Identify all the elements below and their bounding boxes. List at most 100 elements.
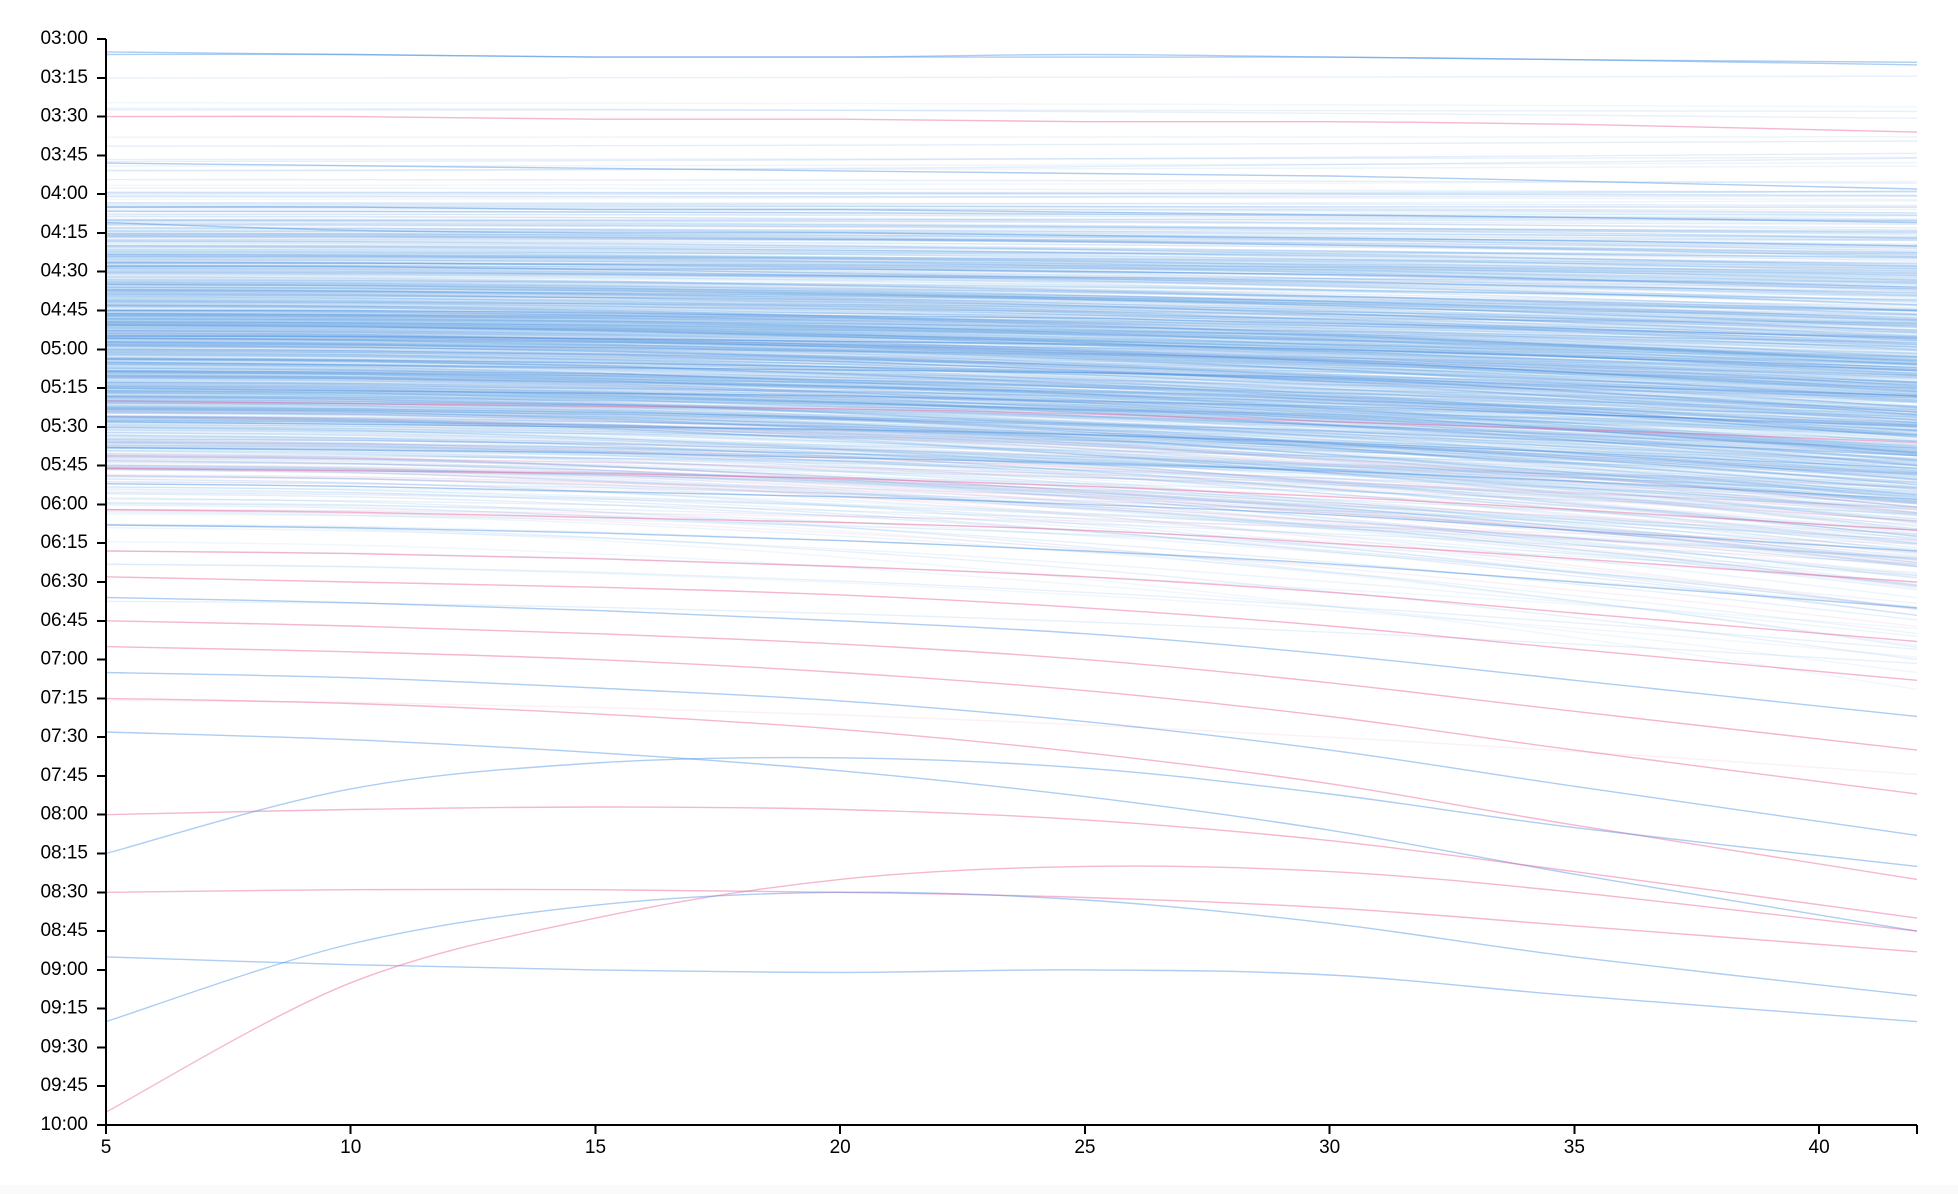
series-line-2 — [105, 53, 1918, 63]
background-trace — [105, 356, 1918, 389]
background-trace — [105, 304, 1918, 363]
background-trace — [105, 304, 1918, 346]
background-trace — [105, 280, 1918, 301]
background-trace — [105, 286, 1918, 327]
series-line-32 — [105, 756, 1918, 868]
background-trace — [105, 321, 1918, 358]
background-trace — [105, 251, 1918, 282]
background-trace — [105, 312, 1918, 338]
background-trace — [105, 409, 1918, 457]
background-trace — [105, 255, 1918, 285]
background-trace — [105, 304, 1918, 325]
background-trace — [105, 224, 1918, 233]
background-trace — [105, 339, 1918, 392]
background-trace — [105, 449, 1918, 531]
series-line-23 — [105, 645, 1918, 795]
background-trace — [105, 426, 1918, 502]
background-trace — [105, 318, 1918, 376]
background-trace — [105, 368, 1918, 427]
background-trace — [105, 257, 1918, 280]
background-trace — [105, 366, 1918, 453]
background-trace — [105, 391, 1918, 438]
series-line-29 — [105, 956, 1918, 1023]
background-trace — [105, 324, 1918, 366]
background-trace — [105, 286, 1918, 321]
y-tick-label: 08:00 — [40, 804, 88, 825]
background-trace — [105, 442, 1918, 568]
series-line-24 — [105, 671, 1918, 837]
background-trace — [105, 218, 1918, 221]
background-trace — [105, 450, 1918, 551]
background-trace — [105, 140, 1918, 147]
background-trace — [105, 324, 1918, 362]
background-trace — [105, 344, 1918, 413]
background-trace — [105, 378, 1918, 426]
background-trace — [105, 345, 1918, 398]
background-trace — [105, 447, 1918, 517]
background-trace — [105, 300, 1918, 351]
background-trace — [105, 256, 1918, 265]
background-trace — [105, 262, 1918, 284]
background-trace — [105, 333, 1918, 390]
background-trace — [105, 307, 1918, 364]
background-trace — [105, 418, 1918, 484]
background-trace — [105, 327, 1918, 394]
x-tick-label: 10 — [340, 1137, 361, 1158]
background-trace — [105, 475, 1918, 576]
background-trace — [105, 406, 1918, 474]
background-trace — [105, 563, 1918, 658]
background-trace — [105, 362, 1918, 430]
background-trace — [105, 390, 1918, 460]
background-trace — [105, 504, 1918, 621]
background-trace — [105, 271, 1918, 290]
background-trace — [105, 326, 1918, 343]
background-trace — [105, 259, 1918, 277]
background-trace — [106, 230, 1918, 233]
background-trace — [105, 341, 1918, 386]
background-trace — [105, 419, 1918, 499]
background-trace — [105, 330, 1918, 377]
background-trace — [105, 365, 1918, 423]
background-trace — [105, 274, 1918, 283]
background-trace — [105, 253, 1918, 292]
background-trace — [105, 270, 1918, 297]
background-trace — [105, 508, 1918, 545]
background-trace — [105, 347, 1918, 417]
background-trace — [105, 102, 1918, 108]
background-trace — [105, 391, 1918, 449]
background-trace — [105, 369, 1918, 454]
background-trace — [105, 390, 1918, 477]
background-trace — [105, 317, 1918, 346]
background-trace — [105, 323, 1918, 356]
background-trace — [105, 229, 1918, 239]
background-trace — [105, 363, 1918, 436]
background-trace — [105, 351, 1918, 432]
background-trace — [105, 379, 1918, 415]
background-trace — [105, 364, 1918, 451]
background-trace — [105, 318, 1918, 344]
background-trace — [105, 270, 1918, 292]
background-trace — [105, 320, 1918, 352]
background-trace — [105, 475, 1918, 568]
background-trace — [105, 285, 1918, 328]
background-trace — [105, 299, 1918, 329]
background-trace — [105, 308, 1918, 371]
background-trace — [105, 408, 1918, 508]
background-trace — [105, 394, 1918, 480]
background-trace — [105, 249, 1918, 261]
background-trace — [105, 235, 1918, 256]
background-trace — [105, 314, 1918, 376]
background-trace — [105, 349, 1918, 399]
background-trace — [105, 232, 1918, 245]
background-trace — [105, 402, 1918, 485]
background-trace — [105, 317, 1918, 355]
background-trace — [105, 305, 1918, 367]
background-trace — [105, 395, 1918, 435]
background-trace — [105, 402, 1918, 486]
background-trace — [105, 444, 1918, 489]
background-trace — [105, 152, 1918, 163]
background-trace — [105, 395, 1918, 479]
background-trace — [105, 255, 1918, 281]
background-trace — [105, 422, 1918, 517]
background-trace — [105, 376, 1918, 432]
